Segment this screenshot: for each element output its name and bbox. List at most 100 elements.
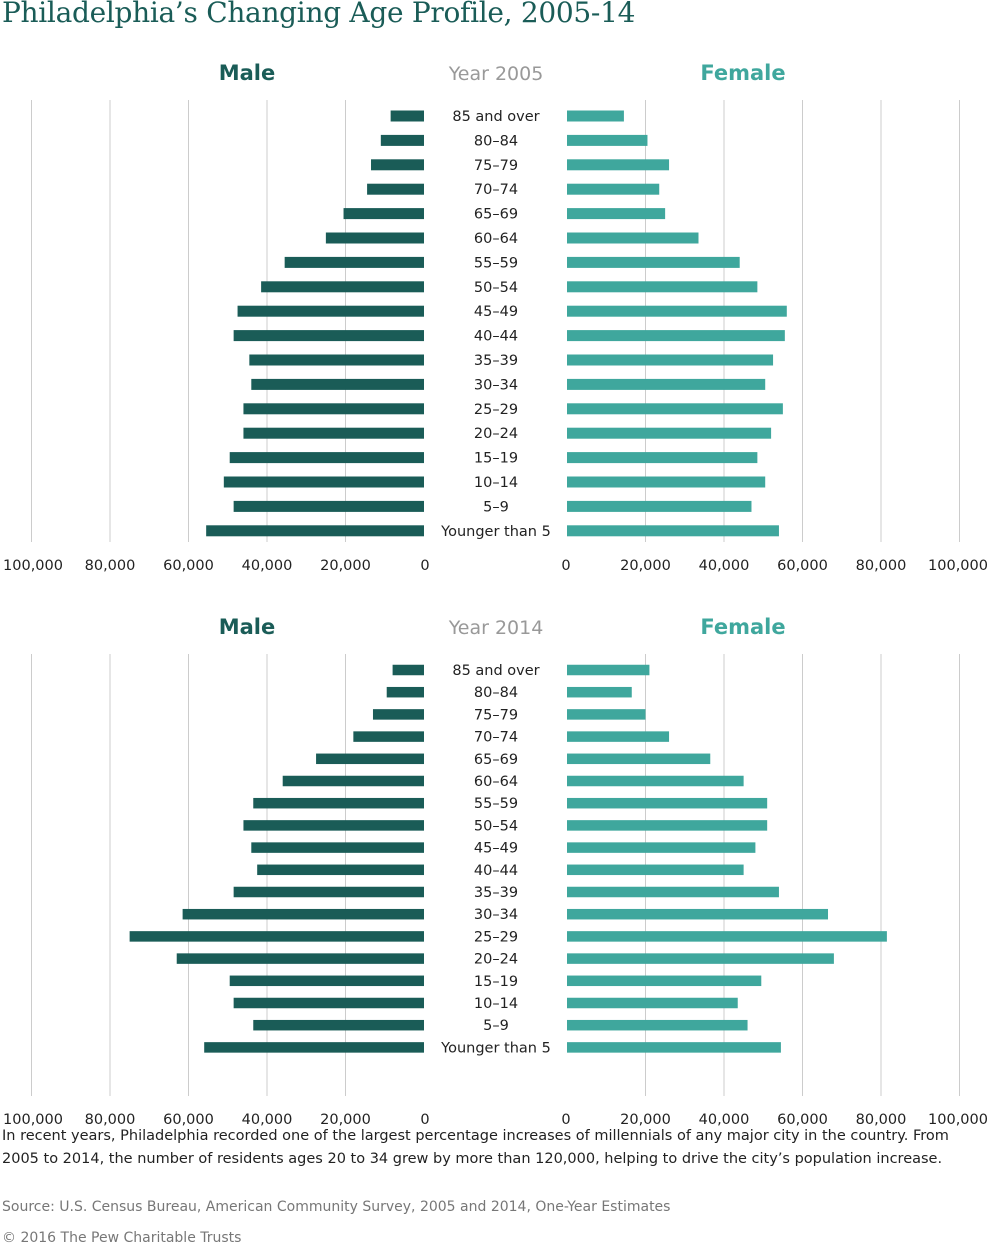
male-bar	[257, 864, 424, 876]
male-bar	[249, 354, 424, 366]
male-axis-tick-label: 60,000	[163, 1112, 214, 1128]
age-group-label: 40–44	[474, 863, 518, 879]
male-bar	[325, 232, 424, 244]
male-bar	[182, 908, 424, 920]
age-group-label: 25–29	[474, 929, 518, 945]
male-bar	[206, 525, 424, 537]
year-label: Year 2005	[448, 63, 544, 85]
age-group-label: 5–9	[483, 499, 509, 515]
male-bar	[392, 664, 424, 676]
female-axis-tick-label: 20,000	[620, 1112, 671, 1128]
female-bar	[567, 953, 834, 964]
age-group-label: 65–69	[474, 207, 518, 223]
male-bar	[223, 476, 424, 488]
female-bar	[567, 208, 666, 220]
age-group-label: 20–24	[474, 952, 518, 968]
male-bar	[343, 208, 424, 220]
male-bar	[229, 452, 424, 464]
male-bar	[253, 1019, 424, 1031]
female-bar	[567, 110, 624, 122]
female-bar	[567, 452, 758, 464]
male-bar	[284, 256, 424, 268]
female-bar	[567, 709, 646, 720]
female-axis-tick-label: 80,000	[856, 558, 907, 574]
male-axis-tick-label: 80,000	[85, 558, 136, 574]
age-group-label: 80–84	[474, 133, 518, 149]
male-axis-tick-label: 40,000	[242, 1112, 293, 1128]
male-bar	[386, 686, 424, 698]
male-bar	[243, 427, 424, 439]
female-bar	[567, 159, 670, 171]
male-axis-tick-label: 0	[420, 558, 429, 574]
male-header: Male	[219, 615, 276, 639]
age-group-label: 10–14	[474, 996, 518, 1012]
female-bar	[567, 378, 766, 390]
male-bar	[243, 820, 424, 831]
age-group-label: 5–9	[483, 1018, 509, 1034]
male-bar	[233, 886, 424, 898]
female-bar	[567, 775, 744, 787]
female-bar	[567, 427, 772, 439]
female-bar	[567, 886, 779, 898]
age-group-label: 85 and over	[452, 663, 539, 679]
male-bar	[233, 997, 424, 1009]
age-group-label: 75–79	[474, 707, 518, 723]
male-axis-tick-label: 100,000	[3, 1112, 63, 1128]
female-bar	[567, 908, 829, 920]
female-bar	[567, 476, 766, 488]
female-axis-tick-label: 20,000	[620, 558, 671, 574]
female-axis-tick-label: 100,000	[928, 1112, 988, 1128]
source-note: Source: U.S. Census Bureau, American Com…	[2, 1199, 671, 1215]
female-bar	[567, 842, 756, 853]
female-bar	[567, 134, 648, 146]
male-axis-tick-label: 80,000	[85, 1112, 136, 1128]
male-bar	[380, 134, 424, 146]
male-header: Male	[219, 61, 276, 85]
age-group-label: 60–64	[474, 231, 518, 247]
male-bar	[251, 842, 424, 853]
age-group-label: 30–34	[474, 907, 518, 923]
copyright-note: © 2016 The Pew Charitable Trusts	[2, 1230, 242, 1246]
female-bar	[567, 731, 670, 742]
male-axis-tick-label: 100,000	[3, 558, 63, 574]
male-bar	[233, 330, 424, 342]
male-axis-tick-label: 20,000	[320, 1112, 371, 1128]
age-group-label: 15–19	[474, 451, 518, 467]
female-axis-tick-label: 60,000	[777, 558, 828, 574]
male-bar	[229, 975, 424, 987]
female-bar	[567, 403, 783, 415]
female-bar	[567, 183, 660, 195]
female-header: Female	[700, 615, 785, 639]
chart-title: Philadelphia’s Changing Age Profile, 200…	[2, 0, 636, 29]
male-bar	[282, 775, 424, 787]
age-group-label: 55–59	[474, 796, 518, 812]
female-bar	[567, 1042, 781, 1053]
male-axis-tick-label: 0	[420, 1112, 429, 1128]
female-bar	[567, 686, 632, 698]
female-axis-tick-label: 40,000	[699, 1112, 750, 1128]
male-axis-tick-label: 20,000	[320, 558, 371, 574]
age-group-label: 45–49	[474, 841, 518, 857]
female-axis-tick-label: 40,000	[699, 558, 750, 574]
age-group-label: 85 and over	[452, 109, 539, 125]
female-bar	[567, 354, 774, 366]
pyramid-chart-2005: Male Year 2005 Female 85 and over 80–84 75–79…	[3, 61, 988, 574]
age-group-label: 20–24	[474, 426, 518, 442]
female-bar	[567, 305, 787, 317]
year-label: Year 2014	[448, 617, 544, 639]
female-bar	[567, 820, 768, 831]
caption-text: In recent years, Philadelphia recorded o…	[2, 1128, 949, 1167]
male-bar	[353, 731, 424, 742]
male-bar	[233, 500, 424, 512]
age-group-label: 80–84	[474, 685, 518, 701]
pyramid-chart-2014: Male Year 2014 Female 85 and over 80–84 75–79…	[3, 615, 988, 1128]
male-bar	[390, 110, 424, 122]
male-bar	[372, 709, 424, 720]
female-bar	[567, 931, 887, 942]
female-bar	[567, 525, 779, 537]
age-group-label: 10–14	[474, 475, 518, 491]
female-bar	[567, 797, 768, 809]
male-bar	[251, 378, 424, 390]
age-group-label: 60–64	[474, 774, 518, 790]
male-bar	[261, 281, 424, 293]
